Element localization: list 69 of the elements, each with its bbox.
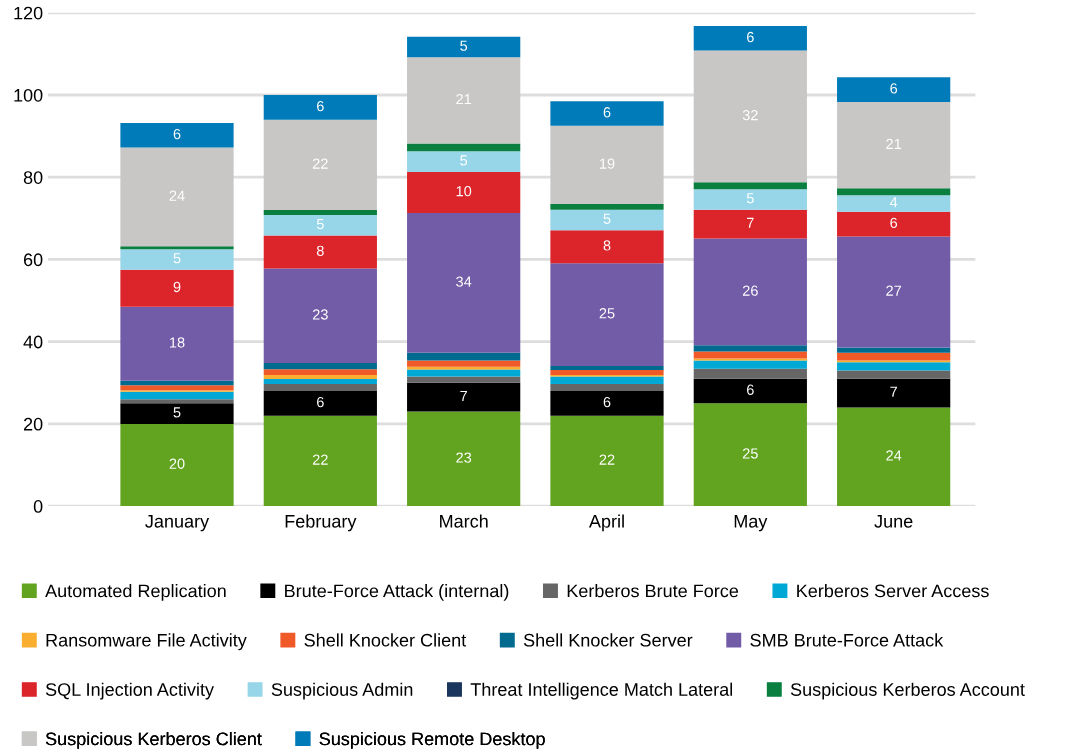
legend-label: Threat Intelligence Match Lateral (470, 682, 733, 700)
y-tick-label: 80 (23, 171, 43, 184)
data-label: 9 (173, 281, 181, 293)
data-label: 23 (312, 309, 328, 320)
data-label: 6 (747, 31, 754, 43)
data-label: 5 (460, 155, 468, 166)
data-label: 27 (886, 285, 902, 296)
data-label: 21 (456, 93, 472, 105)
y-tick-label: 120 (14, 6, 43, 20)
data-label: 5 (316, 219, 324, 230)
legend-label: SMB Brute-Force Attack (750, 633, 944, 647)
data-label: 8 (316, 245, 324, 256)
x-tick-label: February (285, 514, 357, 532)
data-label: 5 (173, 253, 181, 264)
data-label: 7 (747, 217, 754, 228)
data-label: 25 (742, 448, 758, 459)
y-tick-label: 60 (23, 253, 43, 267)
data-label: 5 (173, 407, 181, 418)
legend-label: Kerberos Brute Force (567, 584, 739, 598)
data-label: 5 (603, 213, 611, 224)
y-tick-label: 20 (23, 417, 43, 431)
data-label: 21 (886, 138, 902, 149)
y-tick-label: 0 (33, 500, 43, 513)
data-label: 5 (460, 40, 468, 51)
data-label: 6 (173, 128, 181, 140)
data-label: 20 (169, 458, 185, 469)
legend-label: Automated Replication (45, 584, 226, 601)
data-label: 7 (460, 390, 467, 401)
data-label: 34 (456, 276, 472, 287)
data-label: 8 (603, 240, 611, 251)
data-label: 32 (742, 109, 758, 121)
legend-label: Brute-Force Attack (internal) (285, 584, 509, 601)
data-label: 6 (603, 107, 611, 118)
legend-label: Kerberos Server Access (797, 584, 989, 598)
data-label: 6 (890, 83, 898, 94)
y-tick-label: 100 (14, 88, 43, 102)
data-label: 6 (890, 217, 898, 228)
x-tick-label: May (734, 515, 768, 532)
x-tick-label: April (588, 514, 624, 532)
data-label: 4 (889, 197, 898, 208)
data-label: 22 (312, 454, 328, 465)
legend-label: Suspicious Kerberos Account (790, 682, 1025, 700)
data-label: 6 (603, 396, 611, 408)
legend-label: Suspicious Remote Desktop (319, 732, 545, 749)
data-label: 10 (456, 186, 472, 197)
data-label: 6 (317, 100, 324, 112)
data-label: 19 (600, 158, 615, 169)
legend-label: SQL Injection Activity (45, 682, 214, 700)
data-label: 24 (169, 190, 185, 201)
data-label: 7 (890, 386, 897, 397)
data-label: 22 (312, 158, 328, 169)
legend-label: Ransomware File Activity (46, 633, 247, 651)
legend-label: Suspicious Admin (271, 682, 413, 700)
data-label: 24 (886, 450, 902, 461)
data-label: 6 (317, 396, 324, 408)
x-tick-label: January (145, 515, 210, 532)
data-label: 18 (170, 337, 185, 348)
data-label: 25 (599, 308, 615, 319)
data-label: 23 (456, 452, 472, 463)
x-tick-label: June (874, 515, 913, 528)
data-label: 22 (599, 454, 615, 465)
data-label: 26 (742, 285, 758, 296)
legend-label: Suspicious Kerberos Client (45, 732, 262, 749)
legend-label: Shell Knocker Client (304, 633, 467, 647)
legend-label: Shell Knocker Server (523, 633, 693, 647)
x-tick-label: March (440, 514, 488, 528)
y-tick-label: 40 (23, 335, 43, 349)
data-label: 5 (746, 193, 754, 204)
data-label: 6 (747, 384, 754, 395)
